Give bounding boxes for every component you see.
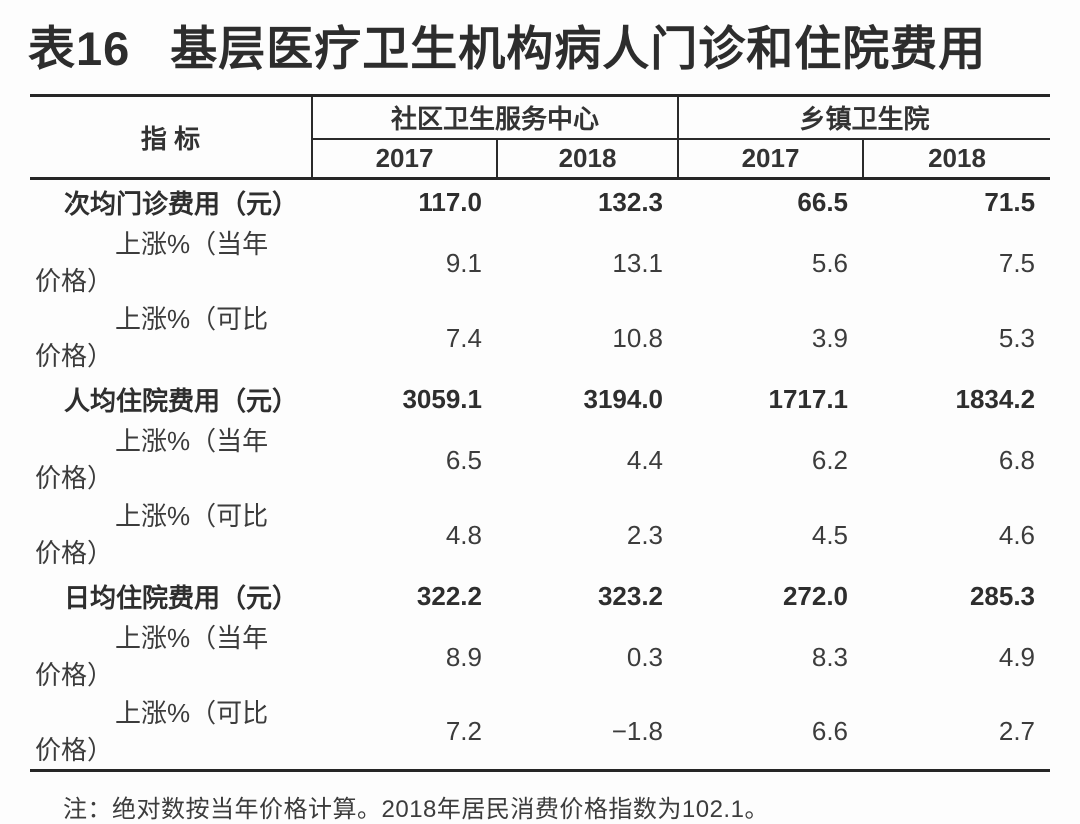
header-year-community-2018: 2018 <box>497 138 680 180</box>
cell-value: 13.1 <box>612 247 664 278</box>
cell-value: 6.8 <box>998 444 1036 475</box>
table-header: 指 标 社区卫生服务中心 乡镇卫生院 2017 2018 2017 2018 <box>30 95 1051 180</box>
header-group-row: 指 标 社区卫生服务中心 乡镇卫生院 <box>30 95 1051 180</box>
header-group-township-clinic: 乡镇卫生院 <box>678 95 1051 140</box>
cell-value: 4.8 <box>445 519 482 550</box>
cell-value: 117.0 <box>418 187 482 218</box>
cell-value: 322.2 <box>416 580 482 611</box>
cell-value: 1834.2 <box>955 383 1036 414</box>
cell-value: 6.6 <box>811 716 849 746</box>
table-body: 次均门诊费用（元） 117.0 132.3 66.5 71.5 上涨%（当年价格… <box>30 179 1050 771</box>
row-label-text: 上涨%（可比价格） <box>35 304 269 371</box>
table-note: 注：绝对数按当年价格计算。2018年居民消费价格指数为102.1。 <box>63 795 769 823</box>
statistics-table: 指 标 社区卫生服务中心 乡镇卫生院 2017 2018 2017 2018 次… <box>30 94 1051 772</box>
cell-value: 4.4 <box>626 444 664 475</box>
row-label: 上涨%（当年价格） <box>30 620 312 695</box>
cell-value: 9.1 <box>445 247 482 278</box>
cell-value: 8.9 <box>445 641 482 672</box>
table-row-increase-current-price: 上涨%（当年价格） 6.5 4.4 6.2 6.8 <box>30 423 1050 498</box>
table-row-increase-current-price: 上涨%（当年价格） 9.1 13.1 5.6 7.5 <box>30 226 1050 301</box>
row-label: 上涨%（当年价格） <box>30 423 312 498</box>
header-year-township-2017: 2017 <box>678 138 865 180</box>
cell-value: 7.2 <box>445 716 482 746</box>
cell-value: 132.3 <box>597 187 664 218</box>
table-row-increase-current-price: 上涨%（当年价格） 8.9 0.3 8.3 4.9 <box>30 620 1050 695</box>
page-title: 表16 基层医疗卫生机构病人门诊和住院费用 <box>28 10 1050 79</box>
table-row-inpatient-fee-per-day: 日均住院费用（元） 322.2 323.2 272.0 285.3 <box>30 573 1050 620</box>
table-number: 表16 <box>28 22 131 75</box>
row-label: 上涨%（可比价格） <box>30 301 312 376</box>
cell-value: 7.4 <box>445 322 482 353</box>
cell-value: 71.5 <box>984 187 1036 218</box>
table-row-increase-comparable-price: 上涨%（可比价格） 7.2 −1.8 6.6 2.7 <box>30 695 1050 771</box>
table-row-outpatient-fee: 次均门诊费用（元） 117.0 132.3 66.5 71.5 <box>30 179 1050 226</box>
table-row-increase-comparable-price: 上涨%（可比价格） 7.4 10.8 3.9 5.3 <box>30 301 1050 376</box>
row-label-text: 上涨%（当年价格） <box>35 426 269 493</box>
cell-value: 3059.1 <box>402 383 482 414</box>
cell-value: 2.3 <box>626 519 664 550</box>
cell-value: 4.9 <box>998 641 1036 672</box>
row-label-text: 上涨%（可比价格） <box>35 501 269 568</box>
row-label: 上涨%（当年价格） <box>30 226 312 301</box>
cell-value: 2.7 <box>998 716 1036 746</box>
cell-value: 7.5 <box>998 247 1036 278</box>
header-year-township-2018: 2018 <box>863 138 1051 180</box>
cell-value: 6.5 <box>445 444 482 475</box>
row-label-text: 上涨%（可比价格） <box>35 697 269 765</box>
row-label: 上涨%（可比价格） <box>30 498 312 573</box>
row-label: 人均住院费用（元） <box>64 385 299 416</box>
cell-value: −1.8 <box>611 716 664 746</box>
cell-value: 272.0 <box>782 580 849 611</box>
cell-value: 3.9 <box>811 322 849 353</box>
header-year-row: 2017 2018 2017 2018 <box>30 138 1051 180</box>
table-row-increase-comparable-price: 上涨%（可比价格） 4.8 2.3 4.5 4.6 <box>30 498 1050 573</box>
cell-value: 8.3 <box>811 641 849 672</box>
cell-value: 0.3 <box>626 641 664 672</box>
cell-value: 5.3 <box>998 322 1036 353</box>
row-label: 日均住院费用（元） <box>64 582 299 613</box>
row-label: 次均门诊费用（元） <box>64 189 299 220</box>
header-year-community-2017: 2017 <box>312 138 498 180</box>
cell-value: 4.6 <box>998 519 1036 550</box>
cell-value: 6.2 <box>811 444 849 475</box>
cell-value: 4.5 <box>811 519 849 550</box>
cell-value: 3194.0 <box>583 383 664 414</box>
table-row-inpatient-fee-per-capita: 人均住院费用（元） 3059.1 3194.0 1717.1 1834.2 <box>30 376 1050 423</box>
cell-value: 10.8 <box>612 322 664 353</box>
cell-value: 5.6 <box>811 247 849 278</box>
cell-value: 285.3 <box>969 580 1036 611</box>
cell-value: 323.2 <box>597 580 664 611</box>
header-indicator: 指 标 <box>30 95 313 180</box>
row-label-text: 上涨%（当年价格） <box>35 229 269 296</box>
header-group-community-center: 社区卫生服务中心 <box>312 95 680 140</box>
table-title-text: 基层医疗卫生机构病人门诊和住院费用 <box>170 22 987 75</box>
row-label-text: 上涨%（当年价格） <box>35 623 269 690</box>
cell-value: 66.5 <box>797 187 849 218</box>
row-label: 上涨%（可比价格） <box>30 695 312 771</box>
cell-value: 1717.1 <box>768 383 849 414</box>
